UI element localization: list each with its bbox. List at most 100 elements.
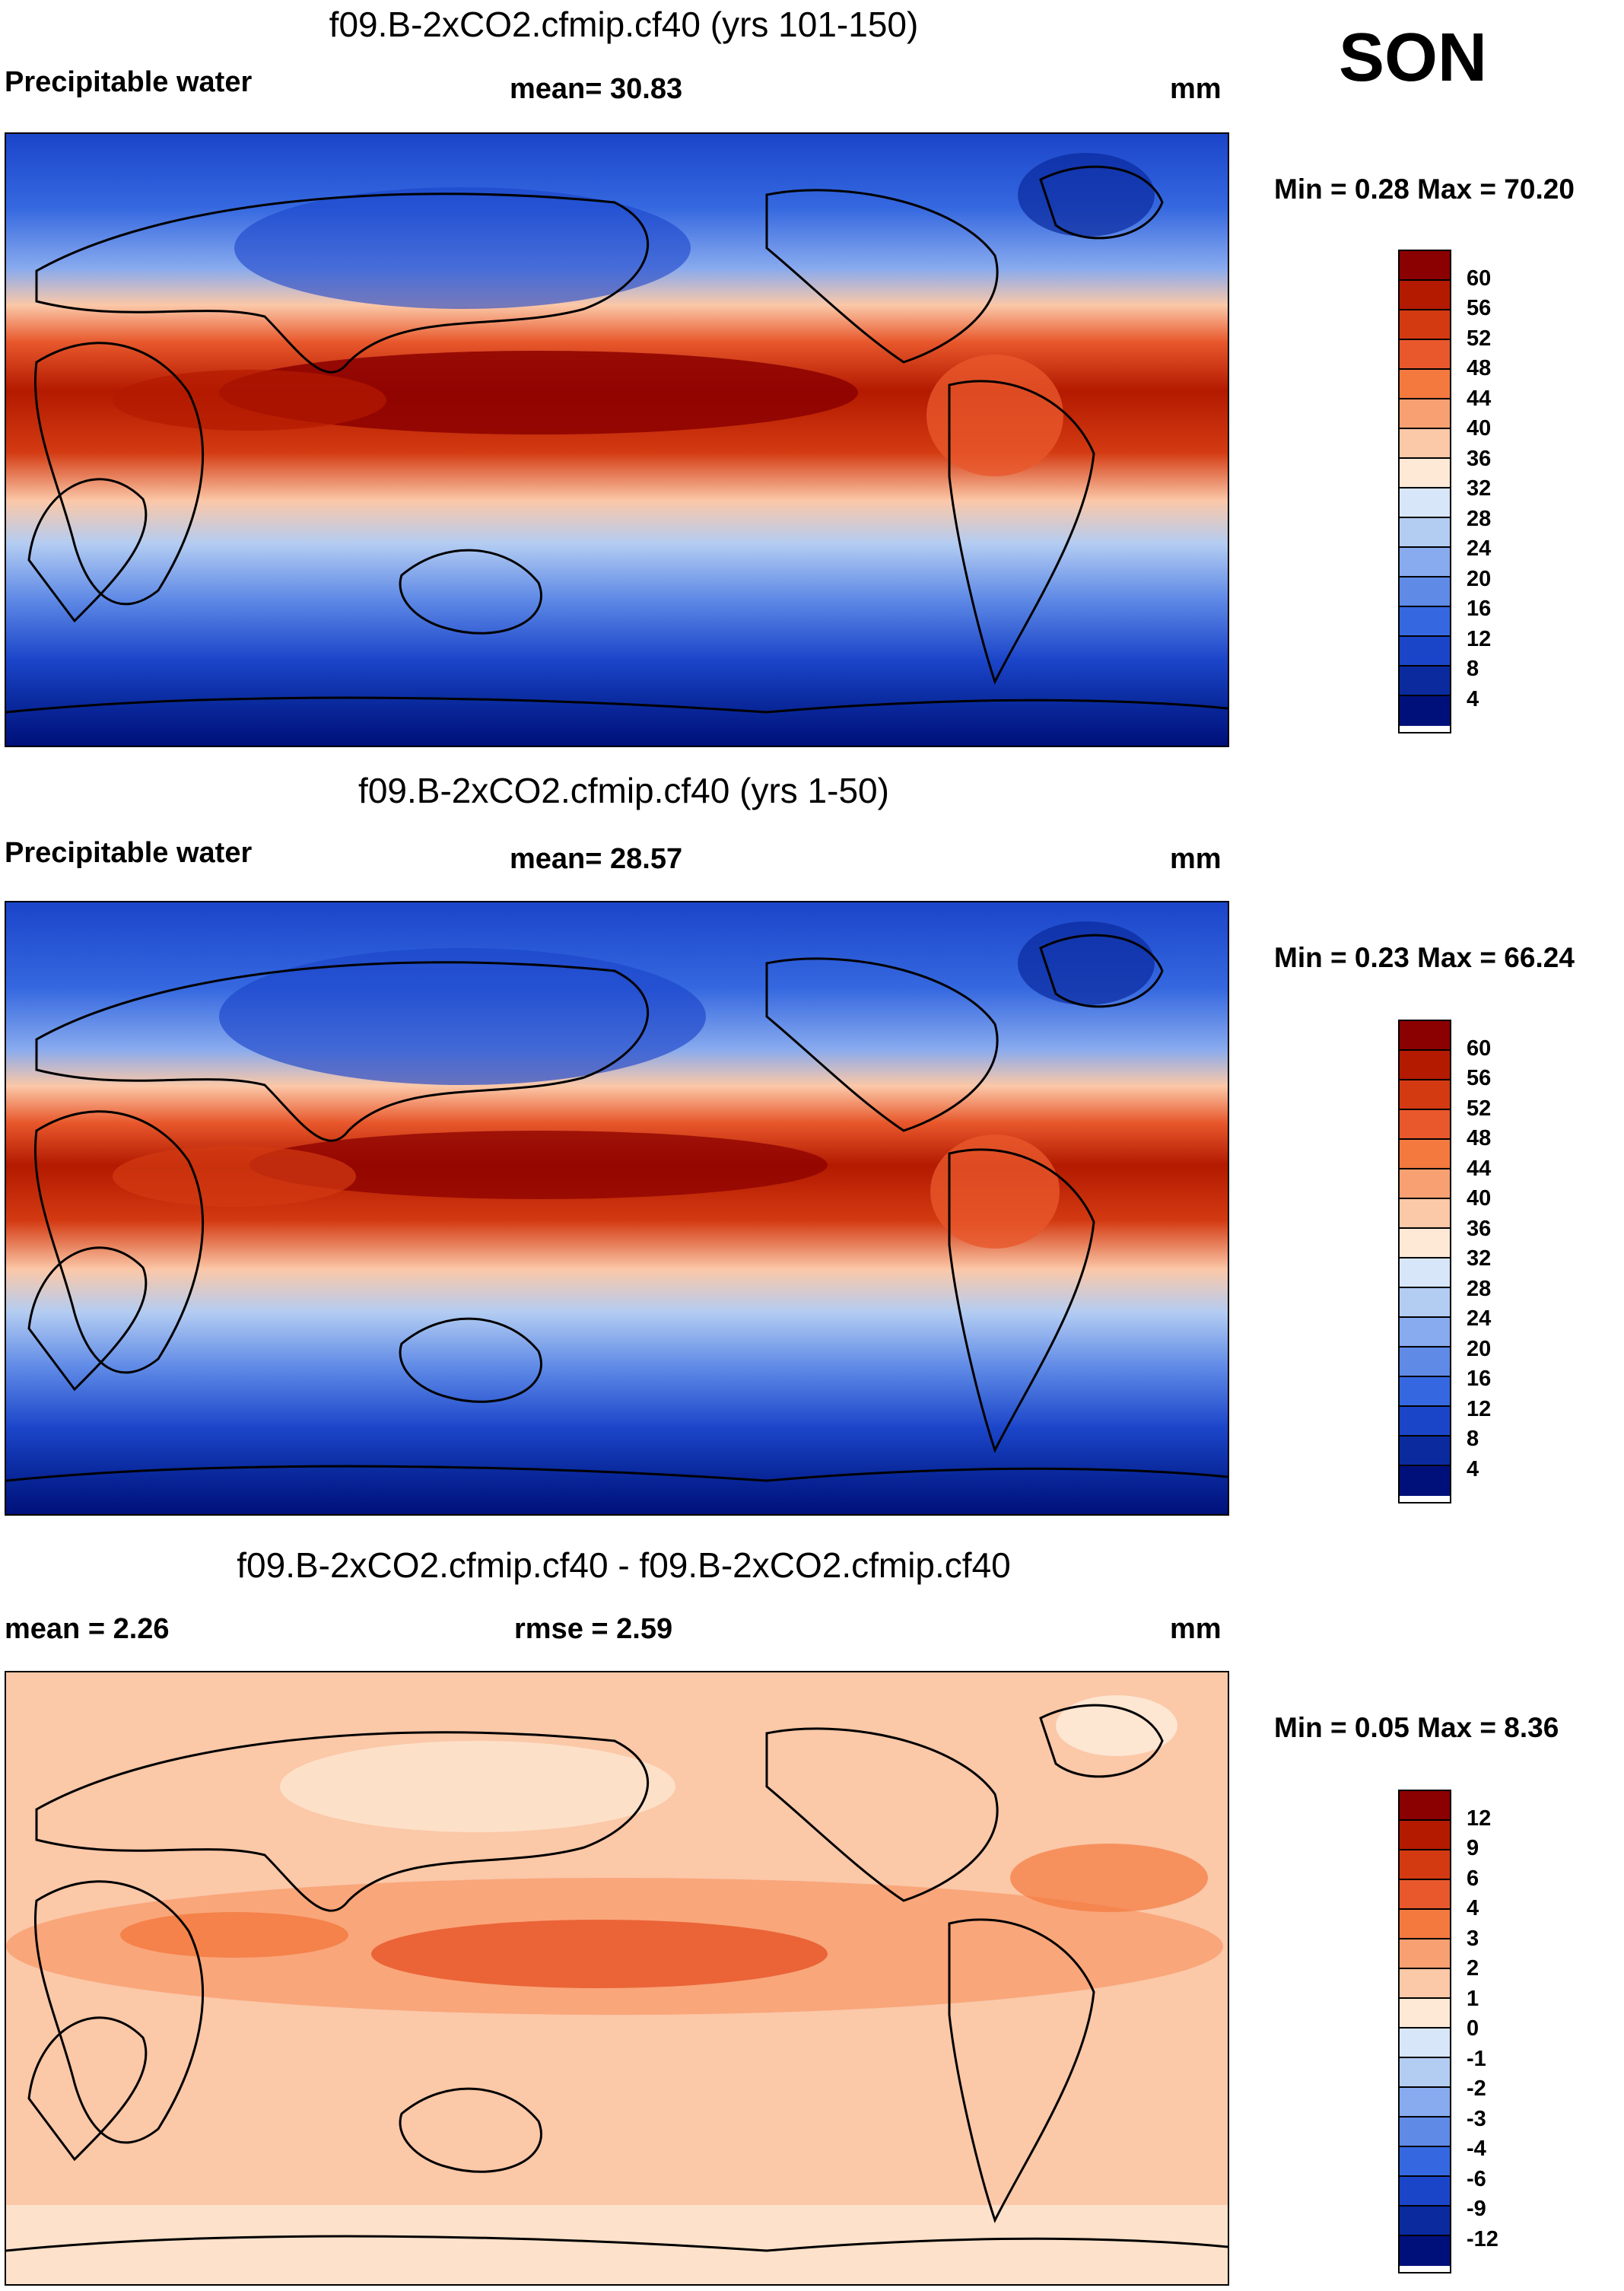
colorbar-box xyxy=(1400,1939,1450,1969)
panel2-mean-label: mean= 28.57 xyxy=(510,843,683,875)
colorbar-box xyxy=(1400,1348,1450,1377)
colorbar-label: 4 xyxy=(1467,1896,1479,1920)
colorbar-label: 48 xyxy=(1467,1126,1492,1150)
panel3-minmax: Min = 0.05 Max = 8.36 xyxy=(1274,1712,1559,1743)
colorbar-box xyxy=(1400,1110,1450,1140)
colorbar-box xyxy=(1400,1791,1450,1821)
panel2-colorbar xyxy=(1398,1020,1451,1503)
colorbar-box xyxy=(1400,370,1450,399)
colorbar-box xyxy=(1400,1821,1450,1850)
panel3-rmse-label: rmse = 2.59 xyxy=(514,1613,673,1645)
colorbar-label: -9 xyxy=(1467,2197,1486,2221)
colorbar-label: 48 xyxy=(1467,356,1492,380)
colorbar-label: 56 xyxy=(1467,296,1492,320)
colorbar-box xyxy=(1400,578,1450,607)
colorbar-box xyxy=(1400,488,1450,518)
colorbar-label: 24 xyxy=(1467,1306,1492,1331)
panel2-variable-label: Precipitable water xyxy=(5,837,253,869)
colorbar-box xyxy=(1400,1021,1450,1051)
colorbar-box xyxy=(1400,1466,1450,1496)
colorbar-box xyxy=(1400,1969,1450,1999)
colorbar-label: 8 xyxy=(1467,1427,1479,1451)
colorbar-box xyxy=(1400,1080,1450,1110)
panel3-colorbar xyxy=(1398,1790,1451,2273)
colorbar-box xyxy=(1400,340,1450,370)
colorbar-box xyxy=(1400,2207,1450,2236)
colorbar-label: 36 xyxy=(1467,1217,1492,1241)
colorbar-box xyxy=(1400,1850,1450,1880)
colorbar-box xyxy=(1400,1318,1450,1348)
colorbar-box xyxy=(1400,1880,1450,1910)
colorbar-label: 6 xyxy=(1467,1866,1479,1891)
colorbar-label: 16 xyxy=(1467,597,1492,621)
colorbar-box xyxy=(1400,667,1450,696)
panel3-units-label: mm xyxy=(1170,1613,1222,1645)
colorbar-box xyxy=(1400,1437,1450,1466)
colorbar-label: 56 xyxy=(1467,1066,1492,1090)
panel2-minmax: Min = 0.23 Max = 66.24 xyxy=(1274,942,1575,973)
colorbar-box xyxy=(1400,310,1450,340)
colorbar-label: 12 xyxy=(1467,1806,1492,1831)
colorbar-label: 24 xyxy=(1467,536,1492,561)
colorbar-box xyxy=(1400,1288,1450,1318)
colorbar-label: -2 xyxy=(1467,2076,1486,2101)
colorbar-box xyxy=(1400,251,1450,281)
colorbar-label: -12 xyxy=(1467,2227,1498,2251)
colorbar-label: 16 xyxy=(1467,1367,1492,1391)
colorbar-label: 3 xyxy=(1467,1927,1479,1951)
colorbar-box xyxy=(1400,1407,1450,1437)
colorbar-label: -3 xyxy=(1467,2107,1486,2131)
panel3-map-field xyxy=(6,1672,1228,2284)
colorbar-label: -6 xyxy=(1467,2167,1486,2191)
colorbar-box xyxy=(1400,399,1450,429)
colorbar-box xyxy=(1400,281,1450,310)
colorbar-label: 20 xyxy=(1467,1337,1492,1361)
panel3-map xyxy=(5,1671,1229,2286)
panel1-colorbar xyxy=(1398,250,1451,733)
colorbar-label: 36 xyxy=(1467,447,1492,471)
panel3-title: f09.B-2xCO2.cfmip.cf40 - f09.B-2xCO2.cfm… xyxy=(237,1545,1011,1585)
panel1-minmax: Min = 0.28 Max = 70.20 xyxy=(1274,173,1575,205)
colorbar-box xyxy=(1400,1140,1450,1169)
colorbar-label: 9 xyxy=(1467,1836,1479,1860)
colorbar-label: 60 xyxy=(1467,1036,1492,1061)
panel3-mean-label: mean = 2.26 xyxy=(5,1613,170,1645)
colorbar-label: 4 xyxy=(1467,687,1479,711)
colorbar-label: 44 xyxy=(1467,1157,1492,1181)
colorbar-box xyxy=(1400,2147,1450,2177)
colorbar-box xyxy=(1400,1258,1450,1288)
colorbar-box xyxy=(1400,548,1450,578)
colorbar-box xyxy=(1400,1051,1450,1080)
colorbar-label: 28 xyxy=(1467,507,1492,531)
colorbar-box xyxy=(1400,2058,1450,2088)
panel2-map-field xyxy=(6,902,1228,1514)
colorbar-box xyxy=(1400,459,1450,488)
panel1-mean-label: mean= 30.83 xyxy=(510,73,683,105)
colorbar-box xyxy=(1400,2177,1450,2207)
colorbar-box xyxy=(1400,1910,1450,1939)
panel1-title: f09.B-2xCO2.cfmip.cf40 (yrs 101-150) xyxy=(329,5,919,44)
colorbar-label: 44 xyxy=(1467,387,1492,411)
season-label: SON xyxy=(1339,20,1488,96)
colorbar-label: 60 xyxy=(1467,266,1492,291)
colorbar-box xyxy=(1400,696,1450,726)
colorbar-box xyxy=(1400,429,1450,459)
colorbar-label: 0 xyxy=(1467,2016,1479,2041)
colorbar-label: -4 xyxy=(1467,2137,1486,2161)
colorbar-label: 4 xyxy=(1467,1457,1479,1481)
colorbar-box xyxy=(1400,607,1450,637)
colorbar-box xyxy=(1400,2118,1450,2147)
colorbar-box xyxy=(1400,518,1450,548)
colorbar-label: 1 xyxy=(1467,1987,1479,2011)
colorbar-box xyxy=(1400,1169,1450,1199)
colorbar-box xyxy=(1400,2088,1450,2118)
colorbar-label: 40 xyxy=(1467,1186,1492,1211)
colorbar-label: 40 xyxy=(1467,416,1492,441)
colorbar-label: 12 xyxy=(1467,1397,1492,1421)
colorbar-label: -1 xyxy=(1467,2047,1486,2071)
colorbar-label: 2 xyxy=(1467,1956,1479,1981)
colorbar-label: 52 xyxy=(1467,1096,1492,1121)
colorbar-label: 28 xyxy=(1467,1277,1492,1301)
colorbar-label: 32 xyxy=(1467,476,1492,501)
colorbar-box xyxy=(1400,1199,1450,1229)
